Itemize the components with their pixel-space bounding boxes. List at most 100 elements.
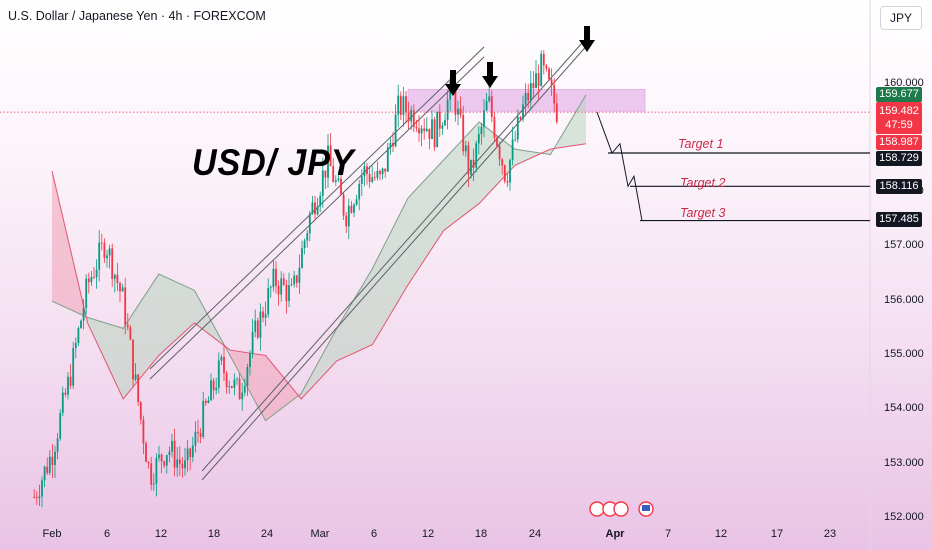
candle-body xyxy=(366,166,368,175)
candle-body xyxy=(545,65,548,69)
candle-body xyxy=(475,143,478,168)
candle-body xyxy=(308,213,311,234)
candle-body xyxy=(33,496,36,498)
candle-body xyxy=(462,114,465,152)
target-3-label: Target 3 xyxy=(680,206,726,220)
candle-body xyxy=(405,96,407,113)
y-tick: 154.000 xyxy=(884,402,924,414)
candle-body xyxy=(342,194,345,216)
candle-body xyxy=(46,466,49,473)
x-tick: 6 xyxy=(103,528,111,540)
candle-body xyxy=(324,170,327,178)
candle-body xyxy=(483,110,485,128)
cloud-segment xyxy=(123,274,159,399)
candle-body xyxy=(459,108,462,115)
candle-body xyxy=(168,451,171,456)
candle-body xyxy=(69,376,72,386)
candle-body xyxy=(77,328,80,344)
candle-body xyxy=(238,378,241,400)
y-tick: 152.000 xyxy=(884,511,924,523)
candle-body xyxy=(165,455,168,466)
candle-body xyxy=(306,233,309,241)
candle-body xyxy=(553,85,556,104)
candle-body xyxy=(282,278,285,285)
x-tick: 6 xyxy=(370,528,378,540)
candle-body xyxy=(399,95,402,115)
x-tick: Feb xyxy=(42,528,62,540)
candle-body xyxy=(275,268,277,286)
candle-body xyxy=(360,176,363,184)
candle-body xyxy=(176,459,179,468)
candle-body xyxy=(503,165,506,182)
candle-body xyxy=(134,374,137,380)
candle-body xyxy=(311,202,314,214)
candle-body xyxy=(241,392,244,400)
down-arrow-icon xyxy=(482,62,498,88)
candle-body xyxy=(472,159,475,168)
candle-body xyxy=(98,242,101,270)
candle-body xyxy=(256,320,259,338)
candle-body xyxy=(223,356,225,374)
candle-body xyxy=(207,400,210,404)
candle-body xyxy=(272,268,275,288)
candle-body xyxy=(316,206,319,215)
candle-body xyxy=(269,287,272,289)
candle-body xyxy=(59,413,62,439)
candle-body xyxy=(249,353,251,368)
candle-body xyxy=(262,311,264,318)
candle-body xyxy=(228,386,231,388)
candle-body xyxy=(163,461,166,466)
event-flag-icon xyxy=(589,501,605,517)
candle-body xyxy=(444,119,446,126)
candle-body xyxy=(537,73,540,86)
candle-body xyxy=(93,277,95,278)
candle-body xyxy=(217,360,220,388)
candle-body xyxy=(467,145,470,175)
candle-body xyxy=(197,431,199,434)
candle-body xyxy=(199,433,202,437)
candle-body xyxy=(243,385,246,393)
cloud-segment xyxy=(158,274,195,356)
candle-body xyxy=(280,278,283,295)
candle-body xyxy=(394,114,397,147)
cloud-segment xyxy=(372,198,408,345)
x-tick: 12 xyxy=(154,528,168,540)
candle-body xyxy=(555,103,558,122)
candle-body xyxy=(376,170,379,178)
cloud-segment xyxy=(301,328,337,399)
candle-body xyxy=(74,343,77,349)
candle-body xyxy=(464,145,467,152)
channel-lower-line-2 xyxy=(201,33,591,472)
cloud-segment xyxy=(479,122,515,204)
candle-body xyxy=(397,95,400,115)
candle-body xyxy=(389,142,392,148)
y-tick: 155.000 xyxy=(884,348,924,360)
candle-body xyxy=(332,166,335,182)
target-2-label: Target 2 xyxy=(680,176,726,190)
bar-countdown: 47:59 xyxy=(885,119,913,131)
candle-body xyxy=(298,267,301,283)
candle-body xyxy=(355,199,358,205)
candle-body xyxy=(532,83,535,89)
currency-button[interactable]: JPY xyxy=(880,6,922,30)
candle-body xyxy=(129,327,132,340)
candle-body xyxy=(319,195,322,207)
candle-body xyxy=(340,178,342,195)
candle-body xyxy=(345,215,348,227)
candle-body xyxy=(103,242,106,259)
y-tick: 160.000 xyxy=(884,77,924,89)
candle-body xyxy=(43,466,46,481)
down-arrow-icon xyxy=(445,70,461,96)
candle-body xyxy=(212,380,215,391)
candle-body xyxy=(111,248,114,280)
candle-body xyxy=(350,205,353,213)
us-flag-icon xyxy=(642,505,650,511)
candle-body xyxy=(121,287,124,292)
candle-body xyxy=(337,178,340,181)
candle-body xyxy=(236,378,238,380)
cloud-segment xyxy=(336,268,373,361)
candle-body xyxy=(415,126,418,129)
candle-body xyxy=(264,314,267,318)
